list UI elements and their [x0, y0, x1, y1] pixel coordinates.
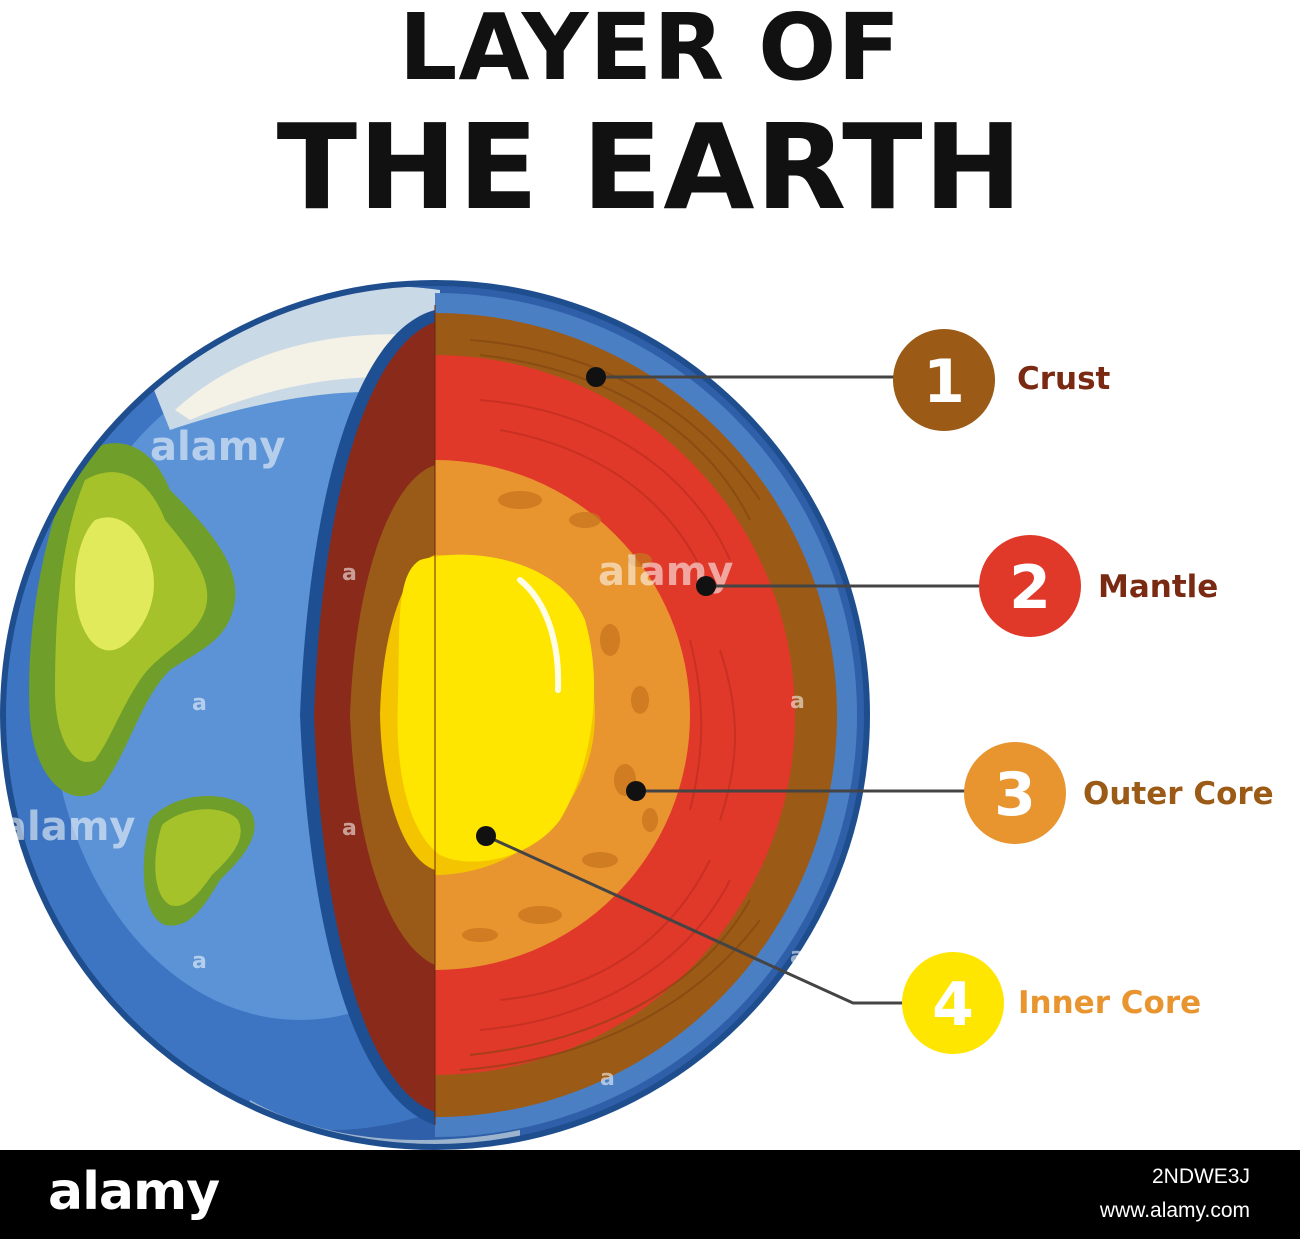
label-mantle: Mantle — [1098, 569, 1218, 605]
watermark-letter-7: a — [600, 1066, 615, 1091]
badge-crust-number: 1 — [923, 347, 965, 417]
dot-crust — [586, 367, 606, 387]
badge-mantle-number: 2 — [1009, 553, 1051, 623]
earth-cutaway — [300, 293, 857, 1137]
badge-crust-circle — [893, 329, 995, 431]
watermark-letter-1: a — [342, 561, 357, 586]
layer-labels: Crust Mantle Outer Core Inner Core — [1017, 361, 1274, 1021]
dot-mantle — [696, 576, 716, 596]
label-inner-core: Inner Core — [1018, 985, 1201, 1021]
watermark-1: alamy — [150, 424, 285, 470]
badge-inner-core-number: 4 — [932, 970, 974, 1040]
watermark-3: alamy — [0, 804, 135, 850]
badge-outer-core-circle — [964, 742, 1066, 844]
title-line-2: THE EARTH — [276, 98, 1024, 236]
dot-inner-core — [476, 826, 496, 846]
watermark-letter-5: a — [790, 689, 805, 714]
footer-image-id: 2NDWE3J — [1151, 1165, 1250, 1188]
leader-lines — [485, 375, 980, 1005]
title-line-1: LAYER OF — [398, 0, 902, 101]
badge-inner-core-circle — [902, 952, 1004, 1054]
leader-dots — [476, 367, 716, 846]
badge-mantle-circle — [979, 535, 1081, 637]
label-crust: Crust — [1017, 361, 1111, 397]
label-outer-core: Outer Core — [1083, 776, 1274, 812]
dot-outer-core — [626, 781, 646, 801]
watermark-letter-4: a — [192, 949, 207, 974]
footer-logo: alamy — [48, 1162, 220, 1222]
leader-line-inner-core — [485, 834, 905, 1005]
watermark-letter-6: a — [790, 944, 805, 969]
footer-bar: alamy 2NDWE3J www.alamy.com — [0, 1150, 1300, 1239]
layer-badges: 1 2 3 4 — [893, 329, 1081, 1054]
watermark-letter-3: a — [192, 691, 207, 716]
badge-outer-core-number: 3 — [994, 760, 1036, 830]
footer-url[interactable]: www.alamy.com — [1099, 1199, 1250, 1222]
watermark-letter-2: a — [342, 816, 357, 841]
